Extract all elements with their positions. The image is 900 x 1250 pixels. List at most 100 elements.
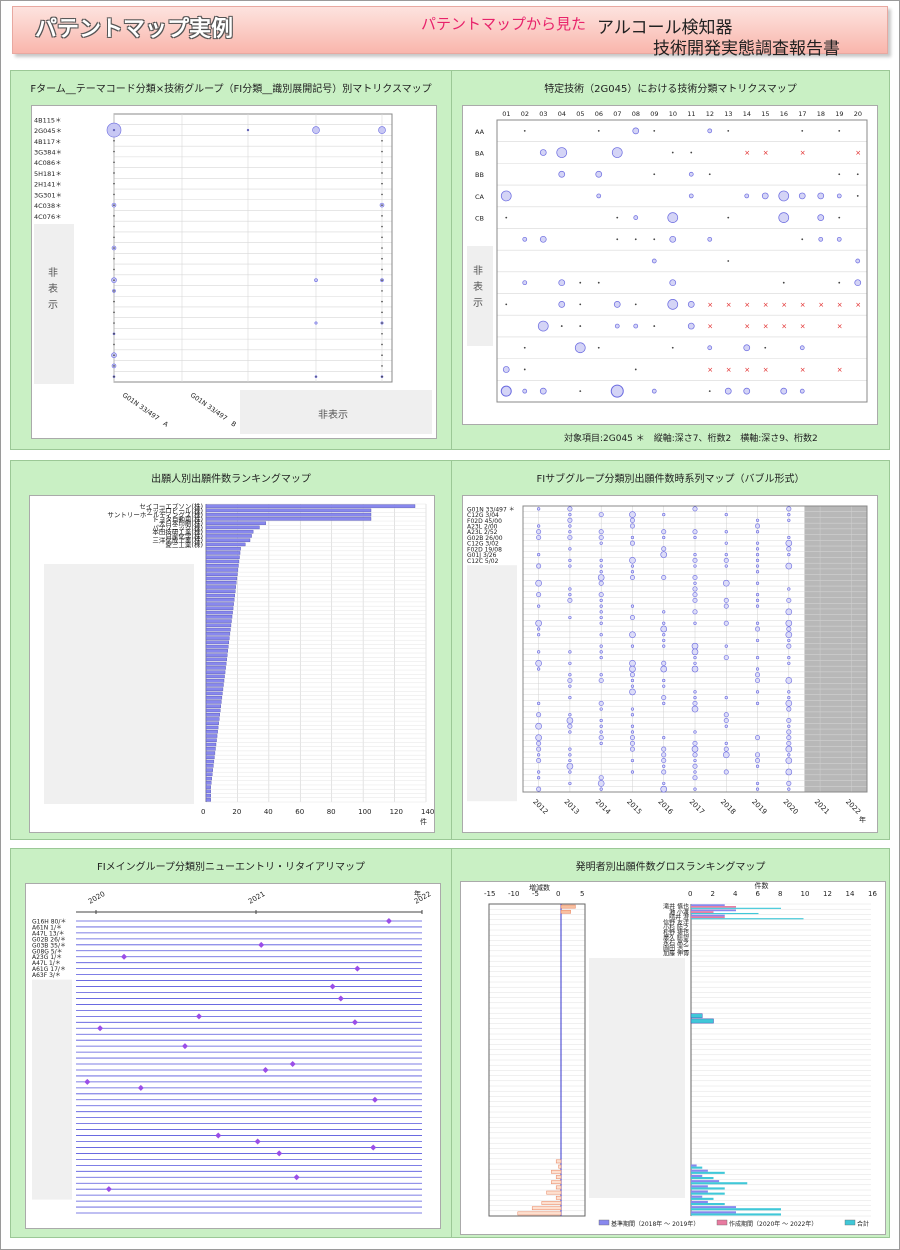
dot-point	[381, 354, 383, 356]
diff-bar	[551, 1169, 562, 1174]
bubble-point	[724, 724, 728, 728]
bubble-point	[787, 724, 791, 728]
bubble-point	[724, 564, 728, 568]
bubble-point	[246, 128, 250, 132]
dot-point	[634, 368, 637, 371]
x-tick-label: 2016	[656, 798, 675, 817]
diamond-marker	[84, 1078, 91, 1085]
bubble-point	[724, 741, 728, 745]
diff-bar	[541, 1201, 562, 1205]
dot-point	[782, 281, 785, 284]
bubble-point	[787, 655, 791, 660]
bubble-point	[568, 673, 572, 677]
x-tick-label: 15	[761, 110, 769, 118]
tech-matrix-svg: 01 02 03 04 05 06 07 08 09 10 11 12 13 14 15 16 17 18 19 20…	[467, 110, 868, 403]
bubble-point	[558, 279, 566, 287]
bubble-point	[661, 695, 667, 701]
bubble-point	[537, 633, 541, 637]
bubble-point	[629, 615, 635, 621]
bubble-point	[669, 235, 677, 243]
dot-point	[727, 129, 730, 132]
bar	[205, 764, 214, 768]
matrix-chart-svg: 4B115＊ 2G045＊ 4B117＊ 3G384＊ 4C086＊ 5H181＊ 2H14…	[34, 113, 432, 434]
cross-mark: ×	[763, 323, 769, 331]
bubble-point	[755, 518, 760, 522]
bubble-point	[660, 625, 668, 633]
x-tick-label: 2022	[844, 798, 862, 816]
bubble-point	[502, 366, 510, 373]
diamond-marker	[289, 1061, 296, 1068]
page-title: パテントマップ実例	[35, 17, 234, 42]
bubble-point	[755, 672, 761, 678]
bar-base	[691, 1164, 697, 1167]
bar-total	[691, 907, 781, 909]
category-label: 加藤 伸博	[663, 950, 689, 958]
bubble-point	[568, 696, 572, 700]
category-label: 日産化学(株)	[165, 531, 203, 540]
bubble-point	[567, 723, 573, 729]
bar-base	[691, 1174, 703, 1177]
bar	[205, 619, 232, 623]
bubble-point	[522, 236, 528, 242]
dot-point	[381, 311, 383, 314]
row-label: G02B 26/00	[467, 535, 503, 542]
bar	[205, 551, 241, 555]
x-tick-label: 16	[780, 110, 788, 118]
bubble-point	[598, 592, 604, 598]
bubble-point	[632, 127, 640, 135]
cross-mark: ×	[800, 323, 806, 331]
bubble-point	[567, 677, 573, 683]
bubble-point	[567, 597, 573, 603]
diff-bar	[560, 904, 576, 909]
bubble-point	[786, 643, 792, 649]
bubble-point	[630, 564, 635, 568]
chart-footnote: 対象項目:2G045 ＊ 縦軸:深さ7、桁数2 横軸:深さ9、桁数2	[564, 434, 818, 444]
bubble-point	[661, 758, 667, 764]
bar	[205, 623, 232, 628]
category-label: 瀬 小渡	[669, 908, 689, 916]
dot-point	[113, 257, 115, 260]
dot-point	[671, 151, 674, 154]
row-label: F02D 45/00	[467, 518, 502, 525]
plot-border	[522, 505, 868, 793]
bar-total	[691, 1171, 725, 1174]
bar	[205, 568, 239, 572]
dot-point	[801, 238, 804, 241]
bubble-point	[787, 553, 791, 557]
dot-point	[381, 257, 383, 260]
bubble-point	[723, 718, 729, 724]
bubble-point	[787, 753, 791, 757]
bubble-point	[537, 553, 541, 557]
hidden-rows-label: 示	[48, 300, 58, 311]
bubble-point	[785, 768, 793, 776]
bubble-point	[662, 701, 666, 705]
dot-point	[381, 182, 383, 185]
bubble-point	[535, 579, 542, 587]
hidden-rows-box	[34, 224, 74, 384]
bubble-point	[574, 342, 586, 354]
bubble-point	[568, 730, 572, 734]
x-tick-label: 08	[632, 110, 640, 118]
bar-total	[691, 1192, 725, 1195]
bar-base	[691, 1195, 703, 1198]
bar-total	[691, 912, 759, 915]
diamond-marker	[258, 941, 265, 948]
bubble-point	[755, 604, 760, 608]
bubble-point	[662, 535, 666, 540]
row-label: A47L 13/＊	[32, 930, 65, 937]
category-label: サッポロビール(株)	[146, 506, 203, 515]
bubble-point	[722, 751, 730, 759]
bubble-point	[661, 769, 667, 775]
bubble-point	[629, 688, 636, 696]
bubble-point	[599, 787, 603, 791]
dot-point	[381, 193, 383, 196]
bubble-point	[539, 149, 547, 156]
bar	[205, 785, 211, 789]
dot-point	[113, 279, 115, 281]
diamond-marker	[97, 1025, 104, 1032]
row-label: G08G 5/＊	[32, 948, 63, 955]
bubble-point	[778, 190, 790, 202]
bubble-point	[536, 592, 542, 598]
bubble-point	[785, 700, 793, 707]
